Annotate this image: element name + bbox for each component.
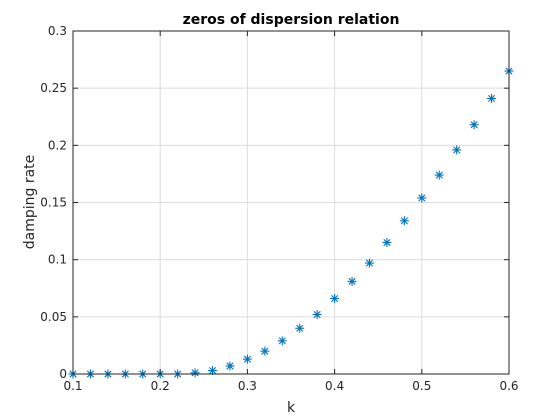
data-point [364,258,374,268]
y-tick-label: 0.25 [40,81,67,95]
y-tick-label: 0 [59,367,67,381]
x-tick-label: 0.1 [63,379,82,393]
data-point [260,346,270,356]
y-tick-label: 0.05 [40,310,67,324]
data-point [277,336,287,346]
y-tick-label: 0.2 [48,138,67,152]
data-point [399,216,409,226]
y-tick-label: 0.3 [48,24,67,38]
y-tick-labels: 0 0.05 0.1 0.15 0.2 0.25 0.3 [40,24,67,381]
x-axis-label: k [287,400,296,416]
x-tick-label: 0.6 [499,379,518,393]
data-point [242,354,252,364]
data-point [487,93,497,103]
data-point [417,193,427,203]
x-tick-labels: 0.1 0.2 0.3 0.4 0.5 0.6 [63,379,518,393]
data-point [208,366,218,376]
x-tick-label: 0.2 [151,379,170,393]
data-point [382,238,392,248]
data-point [452,145,462,155]
data-point [469,120,479,130]
tick-marks [72,30,510,375]
y-tick-label: 0.15 [40,196,67,210]
data-point [312,310,322,320]
data-point [190,368,200,378]
x-tick-label: 0.3 [238,379,257,393]
data-point [225,361,235,371]
data-point [434,170,444,180]
y-axis-label: damping rate [22,155,38,250]
data-point [330,294,340,304]
data-point [295,323,305,333]
chart-title: zeros of dispersion relation [183,12,400,28]
x-tick-label: 0.5 [412,379,431,393]
y-tick-label: 0.1 [48,253,67,267]
x-tick-label: 0.4 [325,379,344,393]
data-point [347,276,357,286]
